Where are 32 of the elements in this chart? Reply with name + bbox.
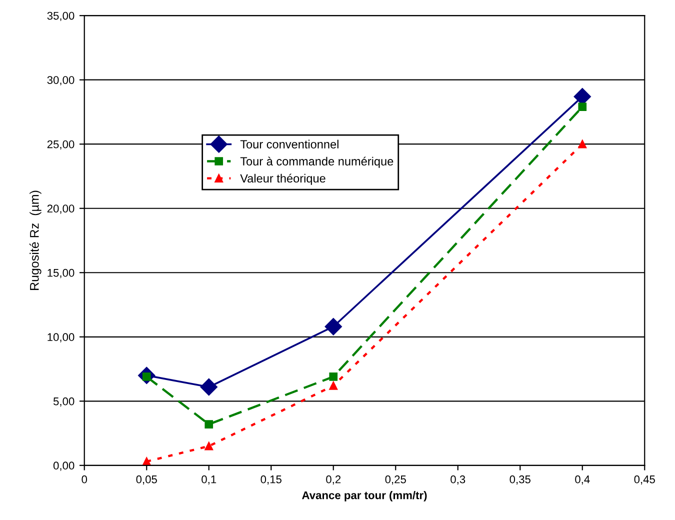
y-tick-label: 10,00: [48, 333, 74, 342]
x-tick-label: 0,35: [510, 475, 530, 485]
x-axis-title: Avance par tour (mm/tr): [302, 491, 427, 502]
y-tick-label: 30,00: [47, 76, 74, 86]
point: [324, 318, 342, 336]
x-tick-label: 0: [82, 475, 88, 484]
x-tick-label: 0,3: [450, 475, 466, 485]
point: [578, 102, 587, 112]
point: [329, 382, 338, 390]
point: [329, 372, 338, 381]
x-tick-label: 0,4: [575, 475, 590, 485]
x-tick-label: 0,05: [136, 475, 157, 485]
legend-label: Tour à commande numérique: [240, 156, 394, 168]
y-tick-label: 5,00: [53, 397, 74, 407]
y-tick-label: 20,00: [47, 204, 74, 214]
legend-label: Valeur théorique: [240, 174, 326, 185]
y-tick-label: 0,00: [53, 462, 74, 471]
legend-label: Tour conventionnel: [240, 140, 338, 148]
point: [204, 442, 214, 450]
x-tick-label: 0,1: [202, 475, 216, 485]
x-tick-label: 0,25: [385, 475, 406, 485]
x-tick-label: 0,15: [260, 475, 282, 485]
point: [142, 457, 151, 466]
point: [204, 420, 214, 428]
point: [578, 140, 587, 148]
point: [200, 378, 218, 396]
y-tick-label: 25,00: [47, 140, 74, 150]
y-tick-label: 35,00: [47, 12, 74, 22]
y-tick-label: 15,00: [48, 268, 74, 278]
y-axis-title: Rugosité Rz (µm): [29, 190, 42, 290]
x-tick-label: 0,45: [634, 475, 655, 485]
x-tick-label: 0,2: [326, 475, 341, 485]
